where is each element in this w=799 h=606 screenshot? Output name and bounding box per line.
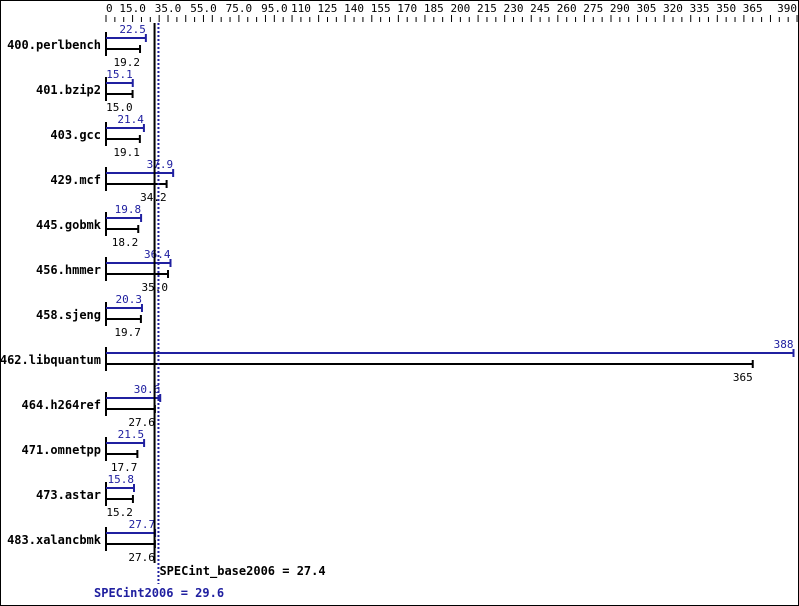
value-label: 36.4 bbox=[144, 248, 171, 261]
category-label: 401.bzip2 bbox=[36, 83, 101, 97]
tick-label: 305 bbox=[636, 2, 656, 15]
value-label: 15.8 bbox=[107, 473, 134, 486]
tick-label: 55.0 bbox=[190, 2, 217, 15]
value-label: 34.2 bbox=[140, 191, 167, 204]
category-label: 400.perlbench bbox=[7, 38, 101, 52]
value-label: 27.6 bbox=[128, 416, 155, 429]
tick-label: 230 bbox=[504, 2, 524, 15]
category-label: 464.h264ref bbox=[22, 398, 101, 412]
tick-label: 260 bbox=[557, 2, 577, 15]
tick-label: 140 bbox=[344, 2, 364, 15]
tick-label: 15.0 bbox=[119, 2, 146, 15]
value-label: 15.1 bbox=[106, 68, 133, 81]
value-label: 15.0 bbox=[106, 101, 133, 114]
tick-label: 290 bbox=[610, 2, 630, 15]
tick-label: 110 bbox=[291, 2, 311, 15]
tick-label: 170 bbox=[397, 2, 417, 15]
value-label: 21.5 bbox=[118, 428, 145, 441]
value-label: 27.6 bbox=[128, 551, 155, 564]
tick-label: 245 bbox=[530, 2, 550, 15]
value-label: 19.8 bbox=[115, 203, 142, 216]
category-label: 483.xalancbmk bbox=[7, 533, 102, 547]
value-label: 22.5 bbox=[119, 23, 146, 36]
tick-label: 125 bbox=[318, 2, 338, 15]
value-label: 19.2 bbox=[114, 56, 141, 69]
peak-mean-label: SPECint2006 = 29.6 bbox=[94, 586, 224, 600]
tick-label: 215 bbox=[477, 2, 497, 15]
category-label: 473.astar bbox=[36, 488, 101, 502]
category-label: 458.sjeng bbox=[36, 308, 101, 322]
value-label: 388 bbox=[774, 338, 794, 351]
tick-label: 35.0 bbox=[155, 2, 182, 15]
tick-label: 365 bbox=[743, 2, 763, 15]
base-mean-label: SPECint_base2006 = 27.4 bbox=[159, 564, 325, 579]
value-label: 27.7 bbox=[129, 518, 156, 531]
tick-label: 350 bbox=[716, 2, 736, 15]
category-label: 445.gobmk bbox=[36, 218, 102, 232]
value-label: 365 bbox=[733, 371, 753, 384]
tick-label: 320 bbox=[663, 2, 683, 15]
category-label: 429.mcf bbox=[50, 173, 101, 187]
tick-label: 390 bbox=[777, 2, 797, 15]
tick-label: 200 bbox=[450, 2, 470, 15]
tick-label: 75.0 bbox=[226, 2, 253, 15]
category-label: 403.gcc bbox=[50, 128, 101, 142]
category-label: 462.libquantum bbox=[1, 353, 101, 367]
value-label: 20.3 bbox=[115, 293, 142, 306]
value-label: 19.7 bbox=[114, 326, 141, 339]
tick-label: 95.0 bbox=[261, 2, 288, 15]
value-label: 18.2 bbox=[112, 236, 139, 249]
tick-label: 0 bbox=[106, 2, 113, 15]
tick-label: 275 bbox=[583, 2, 603, 15]
value-label: 37.9 bbox=[147, 158, 174, 171]
value-label: 21.4 bbox=[117, 113, 144, 126]
tick-label: 335 bbox=[690, 2, 710, 15]
value-label: 17.7 bbox=[111, 461, 138, 474]
category-label: 471.omnetpp bbox=[22, 443, 101, 457]
tick-label: 185 bbox=[424, 2, 444, 15]
value-label: 30.6 bbox=[134, 383, 161, 396]
value-label: 15.2 bbox=[106, 506, 133, 519]
tick-label: 155 bbox=[371, 2, 391, 15]
category-label: 456.hmmer bbox=[36, 263, 101, 277]
value-label: 19.1 bbox=[113, 146, 140, 159]
